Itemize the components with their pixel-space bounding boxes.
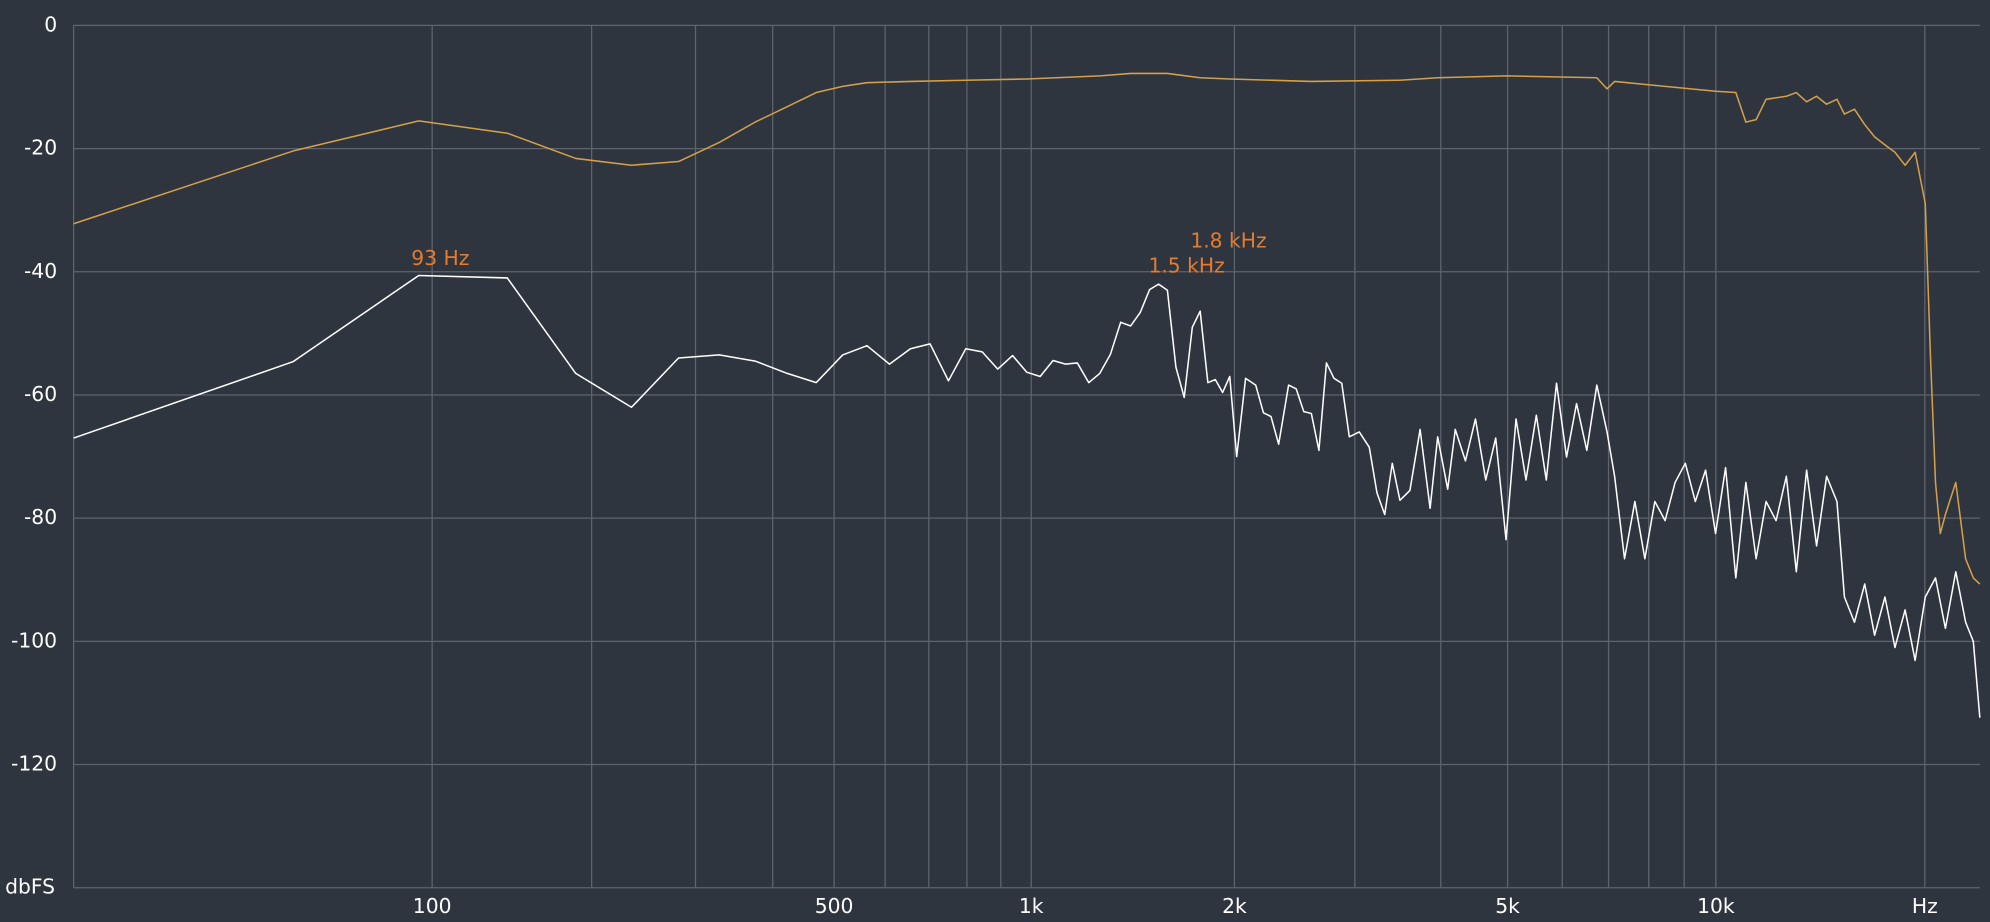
y-tick-label: -40 (24, 259, 57, 283)
x-tick-label: 10k (1697, 894, 1735, 918)
y-tick-label: -20 (24, 136, 57, 160)
spectrum-line (73, 72, 1981, 585)
x-tick-label: 500 (815, 894, 854, 918)
y-tick-label: -60 (24, 382, 57, 406)
y-tick-label: -100 (11, 628, 57, 652)
peak-annotation: 93 Hz (411, 246, 469, 270)
x-tick-label: Hz (1912, 894, 1938, 918)
spectrum-line (73, 274, 1981, 718)
x-tick-label: 1k (1019, 894, 1044, 918)
x-tick-label: 5k (1495, 894, 1520, 918)
peak-annotation: 1.8 kHz (1190, 228, 1266, 252)
x-tick-label: 100 (413, 894, 452, 918)
x-tick-label: 2k (1222, 894, 1247, 918)
peak-annotation: 1.5 kHz (1148, 254, 1224, 278)
y-tick-label: -120 (11, 752, 57, 776)
y-tick-label: 0 (44, 12, 57, 36)
y-tick-label: -80 (24, 505, 57, 529)
y-tick-label: dbFS (5, 875, 55, 899)
